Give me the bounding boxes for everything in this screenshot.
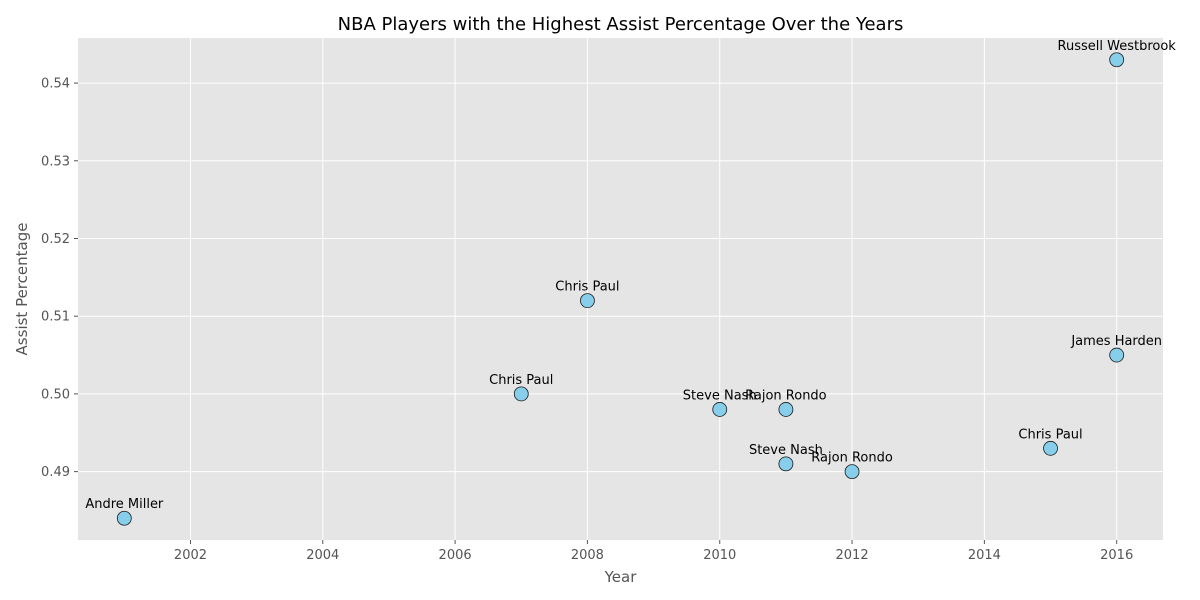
data-point xyxy=(712,402,728,417)
axis-ticks: 2002 2004 2006 2008 2010 2012 2014 2016 0.49 0.50… xyxy=(41,77,1133,563)
plot-area xyxy=(78,38,1163,540)
y-axis-label: Assist Percentage xyxy=(13,223,31,356)
x-tick-label: 2004 xyxy=(306,548,339,563)
point-label: Chris Paul xyxy=(489,373,553,388)
point-label: Steve Nash xyxy=(749,443,823,458)
point-label: Chris Paul xyxy=(1018,427,1082,442)
data-point xyxy=(844,464,860,480)
data-point xyxy=(1109,347,1125,363)
data-point xyxy=(778,402,794,417)
x-tick-label: 2008 xyxy=(571,548,604,563)
y-tick-label: 0.51 xyxy=(41,310,70,325)
point-labels: Andre Miller Chris Paul Chris Paul Steve Na… xyxy=(85,39,1176,512)
point-label: James Harden xyxy=(1070,334,1162,349)
y-tick-label: 0.53 xyxy=(41,154,70,169)
x-tick-label: 2002 xyxy=(174,548,207,563)
data-point xyxy=(778,456,794,472)
x-tick-label: 2010 xyxy=(703,548,736,563)
grid-lines xyxy=(78,38,1163,540)
point-label: Andre Miller xyxy=(85,497,164,512)
x-axis-label: Year xyxy=(604,568,638,586)
point-label: Rajon Rondo xyxy=(745,388,827,403)
data-point xyxy=(513,386,529,402)
y-tick-label: 0.49 xyxy=(41,465,70,480)
point-label: Russell Westbrook xyxy=(1058,39,1177,54)
data-point xyxy=(580,293,595,309)
x-tick-label: 2012 xyxy=(836,548,869,563)
chart-title: NBA Players with the Highest Assist Perc… xyxy=(338,14,904,35)
x-tick-label: 2016 xyxy=(1100,548,1133,563)
point-label: Steve Nash xyxy=(683,388,757,403)
data-point xyxy=(1043,440,1058,456)
data-point xyxy=(1109,52,1125,68)
y-tick-label: 0.50 xyxy=(41,387,70,402)
data-points xyxy=(116,52,1125,526)
x-tick-label: 2006 xyxy=(439,548,472,563)
x-tick-label: 2014 xyxy=(968,548,1001,563)
point-label: Chris Paul xyxy=(555,280,619,295)
data-point xyxy=(116,510,132,526)
y-tick-label: 0.54 xyxy=(41,77,70,92)
point-label: Rajon Rondo xyxy=(811,451,893,466)
y-tick-label: 0.52 xyxy=(41,232,70,247)
